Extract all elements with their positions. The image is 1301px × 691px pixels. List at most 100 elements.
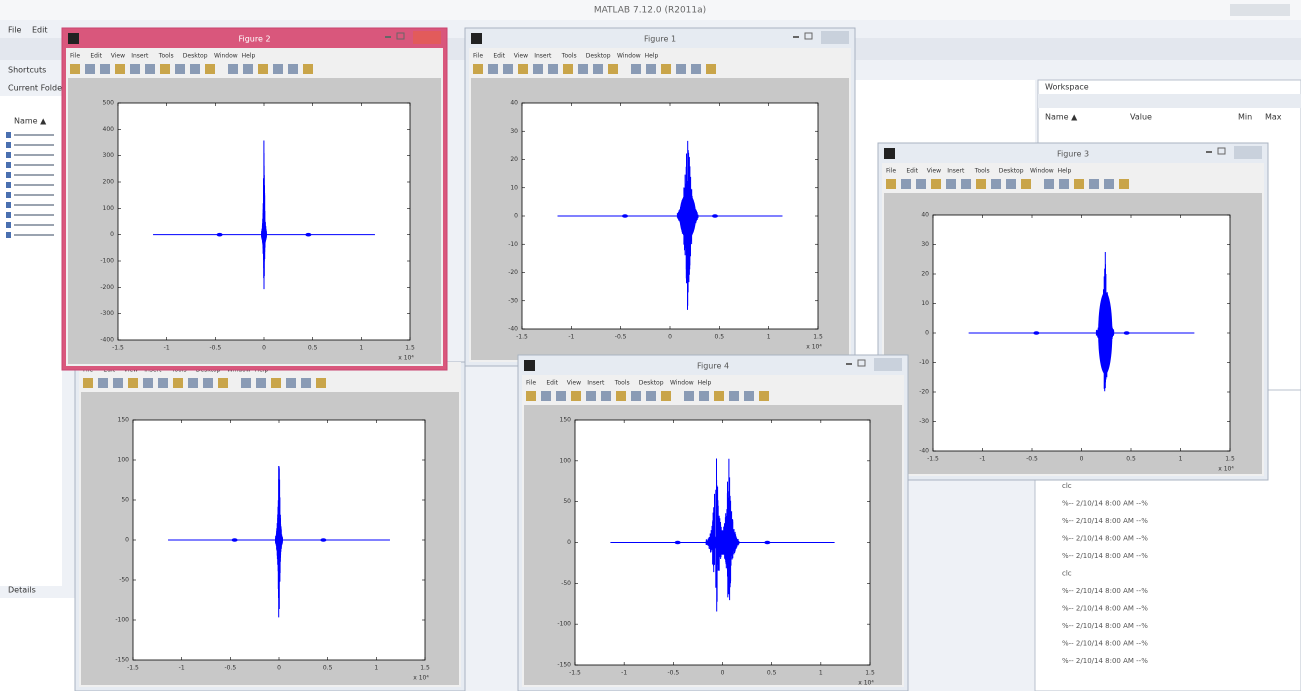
- toolbar-button[interactable]: [631, 391, 641, 401]
- toolbar-button[interactable]: [578, 64, 588, 74]
- toolbar-button[interactable]: [256, 378, 266, 388]
- toolbar-button[interactable]: [931, 179, 941, 189]
- toolbar-button[interactable]: [556, 391, 566, 401]
- toolbar-button[interactable]: [271, 378, 281, 388]
- close-button[interactable]: [821, 31, 849, 44]
- minimize-button[interactable]: [793, 36, 799, 38]
- menu-item[interactable]: Tools: [974, 168, 990, 175]
- toolbar-button[interactable]: [729, 391, 739, 401]
- menu-item[interactable]: File: [886, 168, 896, 175]
- menu-item[interactable]: Window: [670, 380, 694, 387]
- toolbar-button[interactable]: [258, 64, 268, 74]
- toolbar-button[interactable]: [143, 378, 153, 388]
- toolbar-button[interactable]: [699, 391, 709, 401]
- toolbar-button[interactable]: [70, 64, 80, 74]
- toolbar-button[interactable]: [946, 179, 956, 189]
- toolbar-button[interactable]: [518, 64, 528, 74]
- toolbar-button[interactable]: [1089, 179, 1099, 189]
- maximize-button[interactable]: [804, 32, 813, 40]
- toolbar-button[interactable]: [901, 179, 911, 189]
- toolbar-button[interactable]: [130, 64, 140, 74]
- toolbar-button[interactable]: [218, 378, 228, 388]
- toolbar-button[interactable]: [113, 378, 123, 388]
- minimize-button[interactable]: [846, 363, 852, 365]
- menu-item[interactable]: Insert: [131, 53, 149, 60]
- close-button[interactable]: [1234, 146, 1262, 159]
- toolbar-button[interactable]: [714, 391, 724, 401]
- toolbar-button[interactable]: [173, 378, 183, 388]
- toolbar-button[interactable]: [160, 64, 170, 74]
- menu-item[interactable]: Help: [645, 53, 659, 60]
- menu-item[interactable]: File: [473, 53, 483, 60]
- menu-item[interactable]: Tools: [614, 380, 630, 387]
- close-button[interactable]: [874, 358, 902, 371]
- toolbar-button[interactable]: [1044, 179, 1054, 189]
- maximize-button[interactable]: [857, 359, 866, 367]
- menu-item[interactable]: Help: [1058, 168, 1072, 175]
- toolbar-button[interactable]: [288, 64, 298, 74]
- toolbar-button[interactable]: [661, 64, 671, 74]
- toolbar-button[interactable]: [503, 64, 513, 74]
- toolbar-button[interactable]: [85, 64, 95, 74]
- toolbar-button[interactable]: [593, 64, 603, 74]
- toolbar-button[interactable]: [145, 64, 155, 74]
- toolbar-button[interactable]: [533, 64, 543, 74]
- toolbar-button[interactable]: [273, 64, 283, 74]
- menu-item[interactable]: File: [8, 26, 21, 35]
- toolbar-button[interactable]: [316, 378, 326, 388]
- toolbar-button[interactable]: [691, 64, 701, 74]
- toolbar-button[interactable]: [706, 64, 716, 74]
- maximize-button[interactable]: [396, 32, 405, 40]
- toolbar-button[interactable]: [286, 378, 296, 388]
- menu-item[interactable]: Insert: [534, 53, 552, 60]
- toolbar-button[interactable]: [301, 378, 311, 388]
- toolbar-button[interactable]: [1059, 179, 1069, 189]
- toolbar-button[interactable]: [616, 391, 626, 401]
- menu-item[interactable]: View: [111, 53, 125, 60]
- menu-item[interactable]: Tools: [158, 53, 174, 60]
- menu-item[interactable]: File: [70, 53, 80, 60]
- toolbar-button[interactable]: [100, 64, 110, 74]
- close-button[interactable]: [413, 31, 441, 44]
- menu-item[interactable]: File: [526, 380, 536, 387]
- toolbar-button[interactable]: [473, 64, 483, 74]
- menu-item[interactable]: Tools: [561, 53, 577, 60]
- toolbar-button[interactable]: [188, 378, 198, 388]
- toolbar-button[interactable]: [991, 179, 1001, 189]
- toolbar-button[interactable]: [608, 64, 618, 74]
- toolbar-button[interactable]: [586, 391, 596, 401]
- toolbar-button[interactable]: [1119, 179, 1129, 189]
- toolbar-button[interactable]: [488, 64, 498, 74]
- toolbar-button[interactable]: [228, 64, 238, 74]
- toolbar-button[interactable]: [548, 64, 558, 74]
- window-controls[interactable]: [1230, 4, 1290, 16]
- toolbar-button[interactable]: [128, 378, 138, 388]
- toolbar-button[interactable]: [241, 378, 251, 388]
- menu-item[interactable]: Insert: [947, 168, 965, 175]
- menu-item[interactable]: Desktop: [999, 168, 1024, 175]
- toolbar-button[interactable]: [563, 64, 573, 74]
- toolbar-button[interactable]: [661, 391, 671, 401]
- menu-item[interactable]: Window: [214, 53, 238, 60]
- toolbar-button[interactable]: [684, 391, 694, 401]
- minimize-button[interactable]: [1206, 151, 1212, 153]
- toolbar-button[interactable]: [303, 64, 313, 74]
- minimize-button[interactable]: [385, 36, 391, 38]
- toolbar-button[interactable]: [190, 64, 200, 74]
- toolbar-button[interactable]: [243, 64, 253, 74]
- toolbar-button[interactable]: [601, 391, 611, 401]
- menu-item[interactable]: Desktop: [183, 53, 208, 60]
- toolbar-button[interactable]: [175, 64, 185, 74]
- toolbar-button[interactable]: [1021, 179, 1031, 189]
- toolbar-button[interactable]: [646, 64, 656, 74]
- menu-item[interactable]: Help: [698, 380, 712, 387]
- toolbar-button[interactable]: [961, 179, 971, 189]
- menu-item[interactable]: Window: [1030, 168, 1054, 175]
- menu-item[interactable]: Desktop: [586, 53, 611, 60]
- toolbar-button[interactable]: [158, 378, 168, 388]
- menu-item[interactable]: Help: [242, 53, 256, 60]
- toolbar-button[interactable]: [744, 391, 754, 401]
- menu-item[interactable]: View: [514, 53, 528, 60]
- toolbar-button[interactable]: [976, 179, 986, 189]
- menu-item[interactable]: Edit: [32, 26, 48, 35]
